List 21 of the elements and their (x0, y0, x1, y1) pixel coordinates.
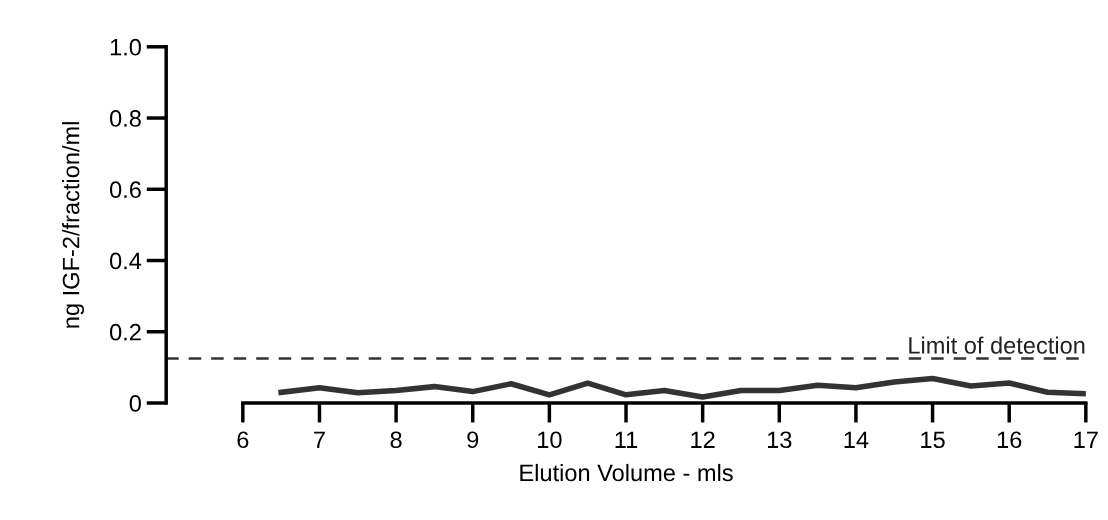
y-axis-title: ng IGF-2/fraction/ml (62, 122, 85, 328)
y-tick-label: 0.2 (110, 323, 141, 341)
x-tick-label: 8 (390, 431, 402, 449)
x-tick-label: 12 (691, 431, 715, 448)
y-tick-label: 0.4 (110, 252, 142, 270)
x-tick-label: 13 (767, 431, 792, 449)
x-tick-label: 6 (237, 431, 249, 449)
y-tick-label: 1.0 (110, 38, 141, 56)
ref-line-label: Limit of detection (909, 336, 1085, 354)
x-tick-label: 14 (844, 431, 869, 448)
y-tick-label: 0.8 (110, 110, 141, 127)
x-tick-label: 16 (997, 431, 1022, 449)
y-tick-label: 0.6 (110, 181, 141, 199)
x-tick-label: 7 (314, 431, 325, 448)
x-tick-label: 15 (921, 431, 945, 449)
x-tick-label: 9 (467, 431, 479, 449)
x-tick-label: 11 (615, 431, 638, 448)
y-tick-label: 0 (129, 395, 141, 412)
x-axis-title: Elution Volume - mls (520, 463, 733, 482)
x-tick-label: 17 (1074, 431, 1098, 448)
x-tick-label: 10 (538, 431, 562, 449)
